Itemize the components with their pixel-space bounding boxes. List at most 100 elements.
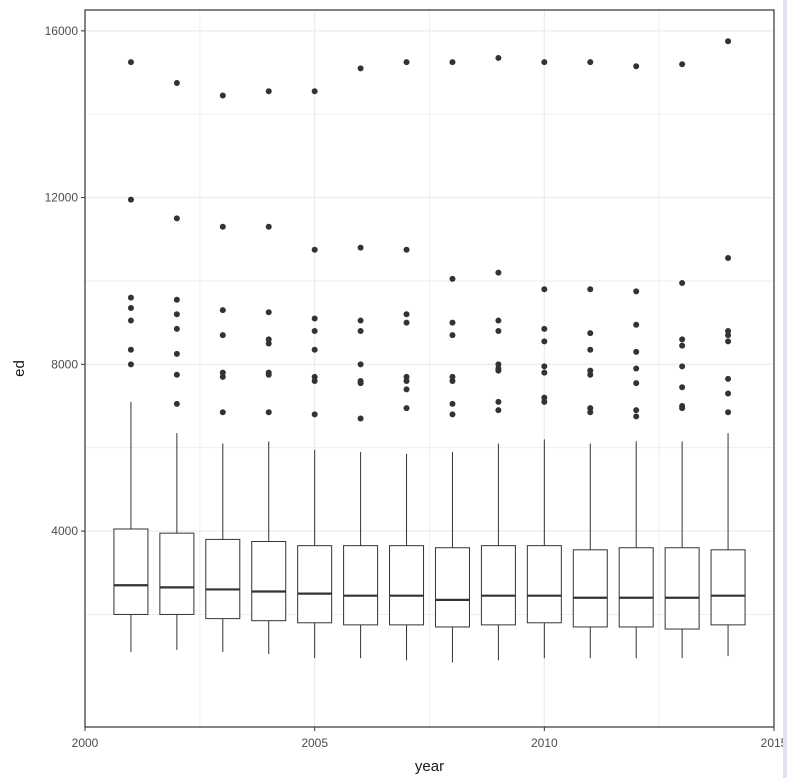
box-body [618,547,654,628]
outlier-point [219,307,226,314]
outlier-point [725,375,732,382]
outlier-point [495,54,502,61]
outlier-point [679,280,686,287]
outlier-point [587,286,594,293]
box-body [480,545,516,626]
outlier-point [219,332,226,339]
outlier-point [311,246,318,253]
outlier-point [265,340,272,347]
outlier-point [541,338,548,345]
outlier-point [127,346,134,353]
box-body [297,545,333,624]
outlier-point [587,330,594,337]
outlier-point [541,398,548,405]
box-body [113,528,149,615]
outlier-point [403,319,410,326]
box-body [710,549,746,626]
outlier-point [495,398,502,405]
outlier-point [633,407,640,414]
outlier-point [357,65,364,72]
outlier-point [127,361,134,368]
window-edge-strip [783,0,787,778]
outlier-point [725,338,732,345]
outlier-point [357,317,364,324]
outlier-point [679,403,686,410]
outlier-point [541,369,548,376]
x-tick-label: 2000 [72,736,99,750]
box-2012 [618,63,654,659]
outlier-point [541,394,548,401]
box-2003 [205,92,241,652]
box-2007 [389,59,425,661]
outlier-point [587,371,594,378]
outlier-point [725,255,732,262]
outlier-point [403,246,410,253]
outlier-point [633,365,640,372]
outlier-point [403,405,410,412]
outlier-point [541,363,548,370]
outlier-point [311,88,318,95]
boxes-layer [113,38,746,663]
outlier-point [587,59,594,66]
axis-tick-labels: 4000 8000 12000 16000 2000 2005 2010 2015 [45,24,787,750]
outlier-point [311,378,318,385]
y-tick-label: 16000 [45,24,79,38]
x-tick-label: 2010 [531,736,558,750]
box-2008 [434,59,470,663]
panel-border [84,9,775,728]
outlier-point [679,384,686,391]
outlier-point [265,223,272,230]
box-2013 [664,61,700,659]
outlier-point [173,215,180,222]
outlier-point [449,400,456,407]
outlier-point [679,363,686,370]
minor-gridlines [85,10,774,727]
outlier-point [449,378,456,385]
outlier-point [357,327,364,334]
box-2010 [526,59,562,659]
outlier-point [219,373,226,380]
box-body [526,545,562,624]
outlier-point [541,325,548,332]
outlier-point [173,296,180,303]
outlier-point [633,380,640,387]
outlier-point [449,275,456,282]
box-body [572,549,608,628]
outlier-point [449,319,456,326]
outlier-point [725,327,732,334]
box-2011 [572,59,608,659]
x-tick-label: 2005 [301,736,328,750]
outlier-point [633,63,640,70]
outlier-point [219,409,226,416]
outlier-point [173,371,180,378]
outlier-point [173,79,180,86]
outlier-point [403,378,410,385]
outlier-point [541,286,548,293]
outlier-point [633,348,640,355]
axis-ticks [81,30,775,731]
outlier-point [449,411,456,418]
x-axis-title: year [415,758,444,775]
outlier-point [127,305,134,312]
outlier-point [587,405,594,412]
box-2006 [343,65,379,659]
outlier-point [173,311,180,318]
outlier-point [219,369,226,376]
outlier-point [587,367,594,374]
outlier-point [311,411,318,418]
outlier-point [173,400,180,407]
y-tick-label: 4000 [51,524,78,538]
outlier-point [633,413,640,420]
y-axis-title: ed [11,360,28,377]
box-2014 [710,38,746,657]
outlier-point [725,332,732,339]
outlier-point [449,59,456,66]
outlier-point [357,244,364,251]
outlier-point [679,342,686,349]
outlier-point [449,373,456,380]
outlier-point [127,196,134,203]
box-2009 [480,54,516,661]
outlier-point [495,317,502,324]
outlier-point [587,346,594,353]
